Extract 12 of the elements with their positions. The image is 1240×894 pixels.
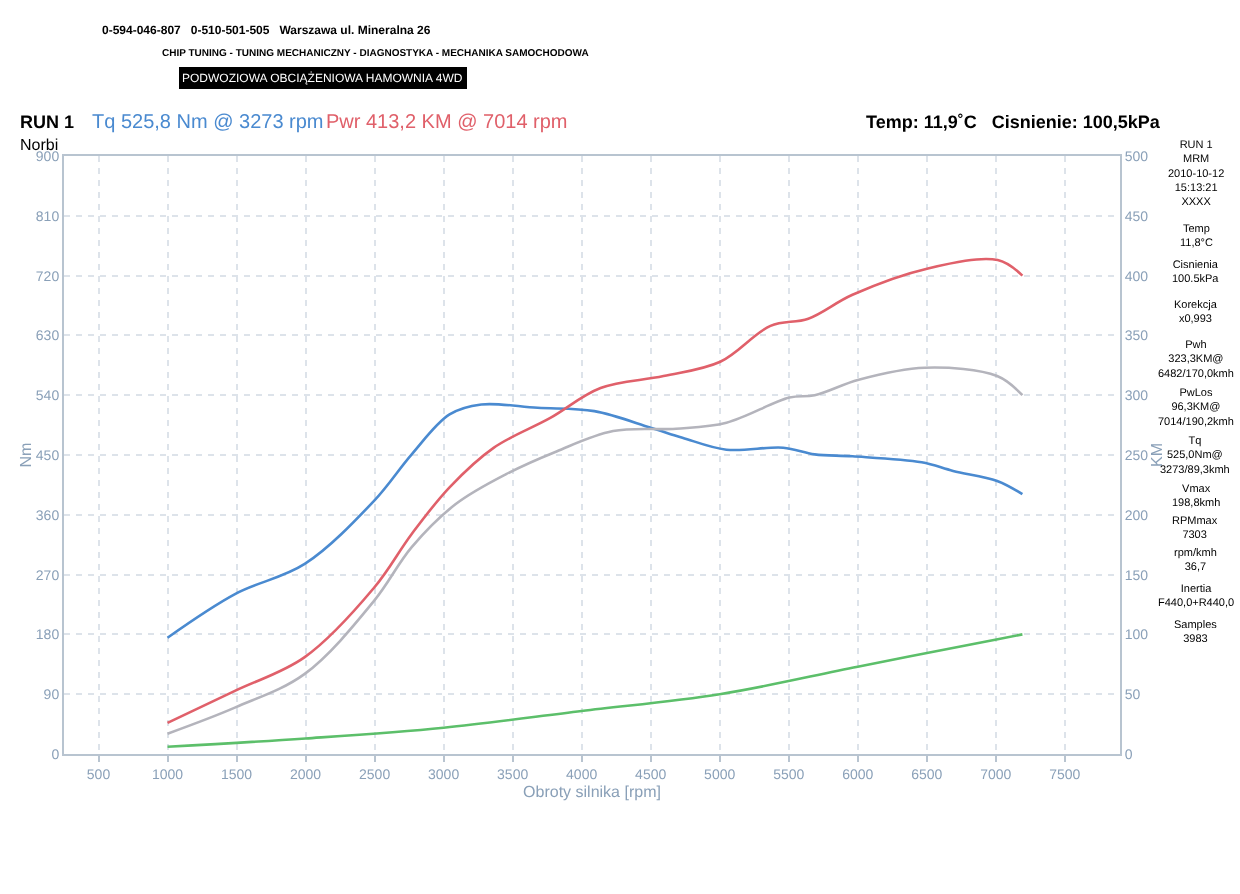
line-series [166, 366, 1024, 735]
chart-subtitle: Norbi [20, 136, 59, 154]
line-series [166, 633, 1024, 749]
text: Tq 525,8 Nm @ 3273 rpm [92, 112, 324, 134]
text: Temp: 11,9˚C Cisnienie: 100,5kPa [866, 112, 1162, 132]
y-axis-title: Nm [17, 441, 36, 468]
line-series [166, 402, 1024, 640]
line-series [166, 257, 1024, 725]
x-axis-title: Obroty silnika [rpm] [523, 783, 661, 801]
text: Pwr 413,2 KM @ 7014 rpm [326, 112, 568, 134]
y2-axis-title: KM [1148, 442, 1167, 467]
chart-title: RUN 1 [20, 112, 75, 132]
